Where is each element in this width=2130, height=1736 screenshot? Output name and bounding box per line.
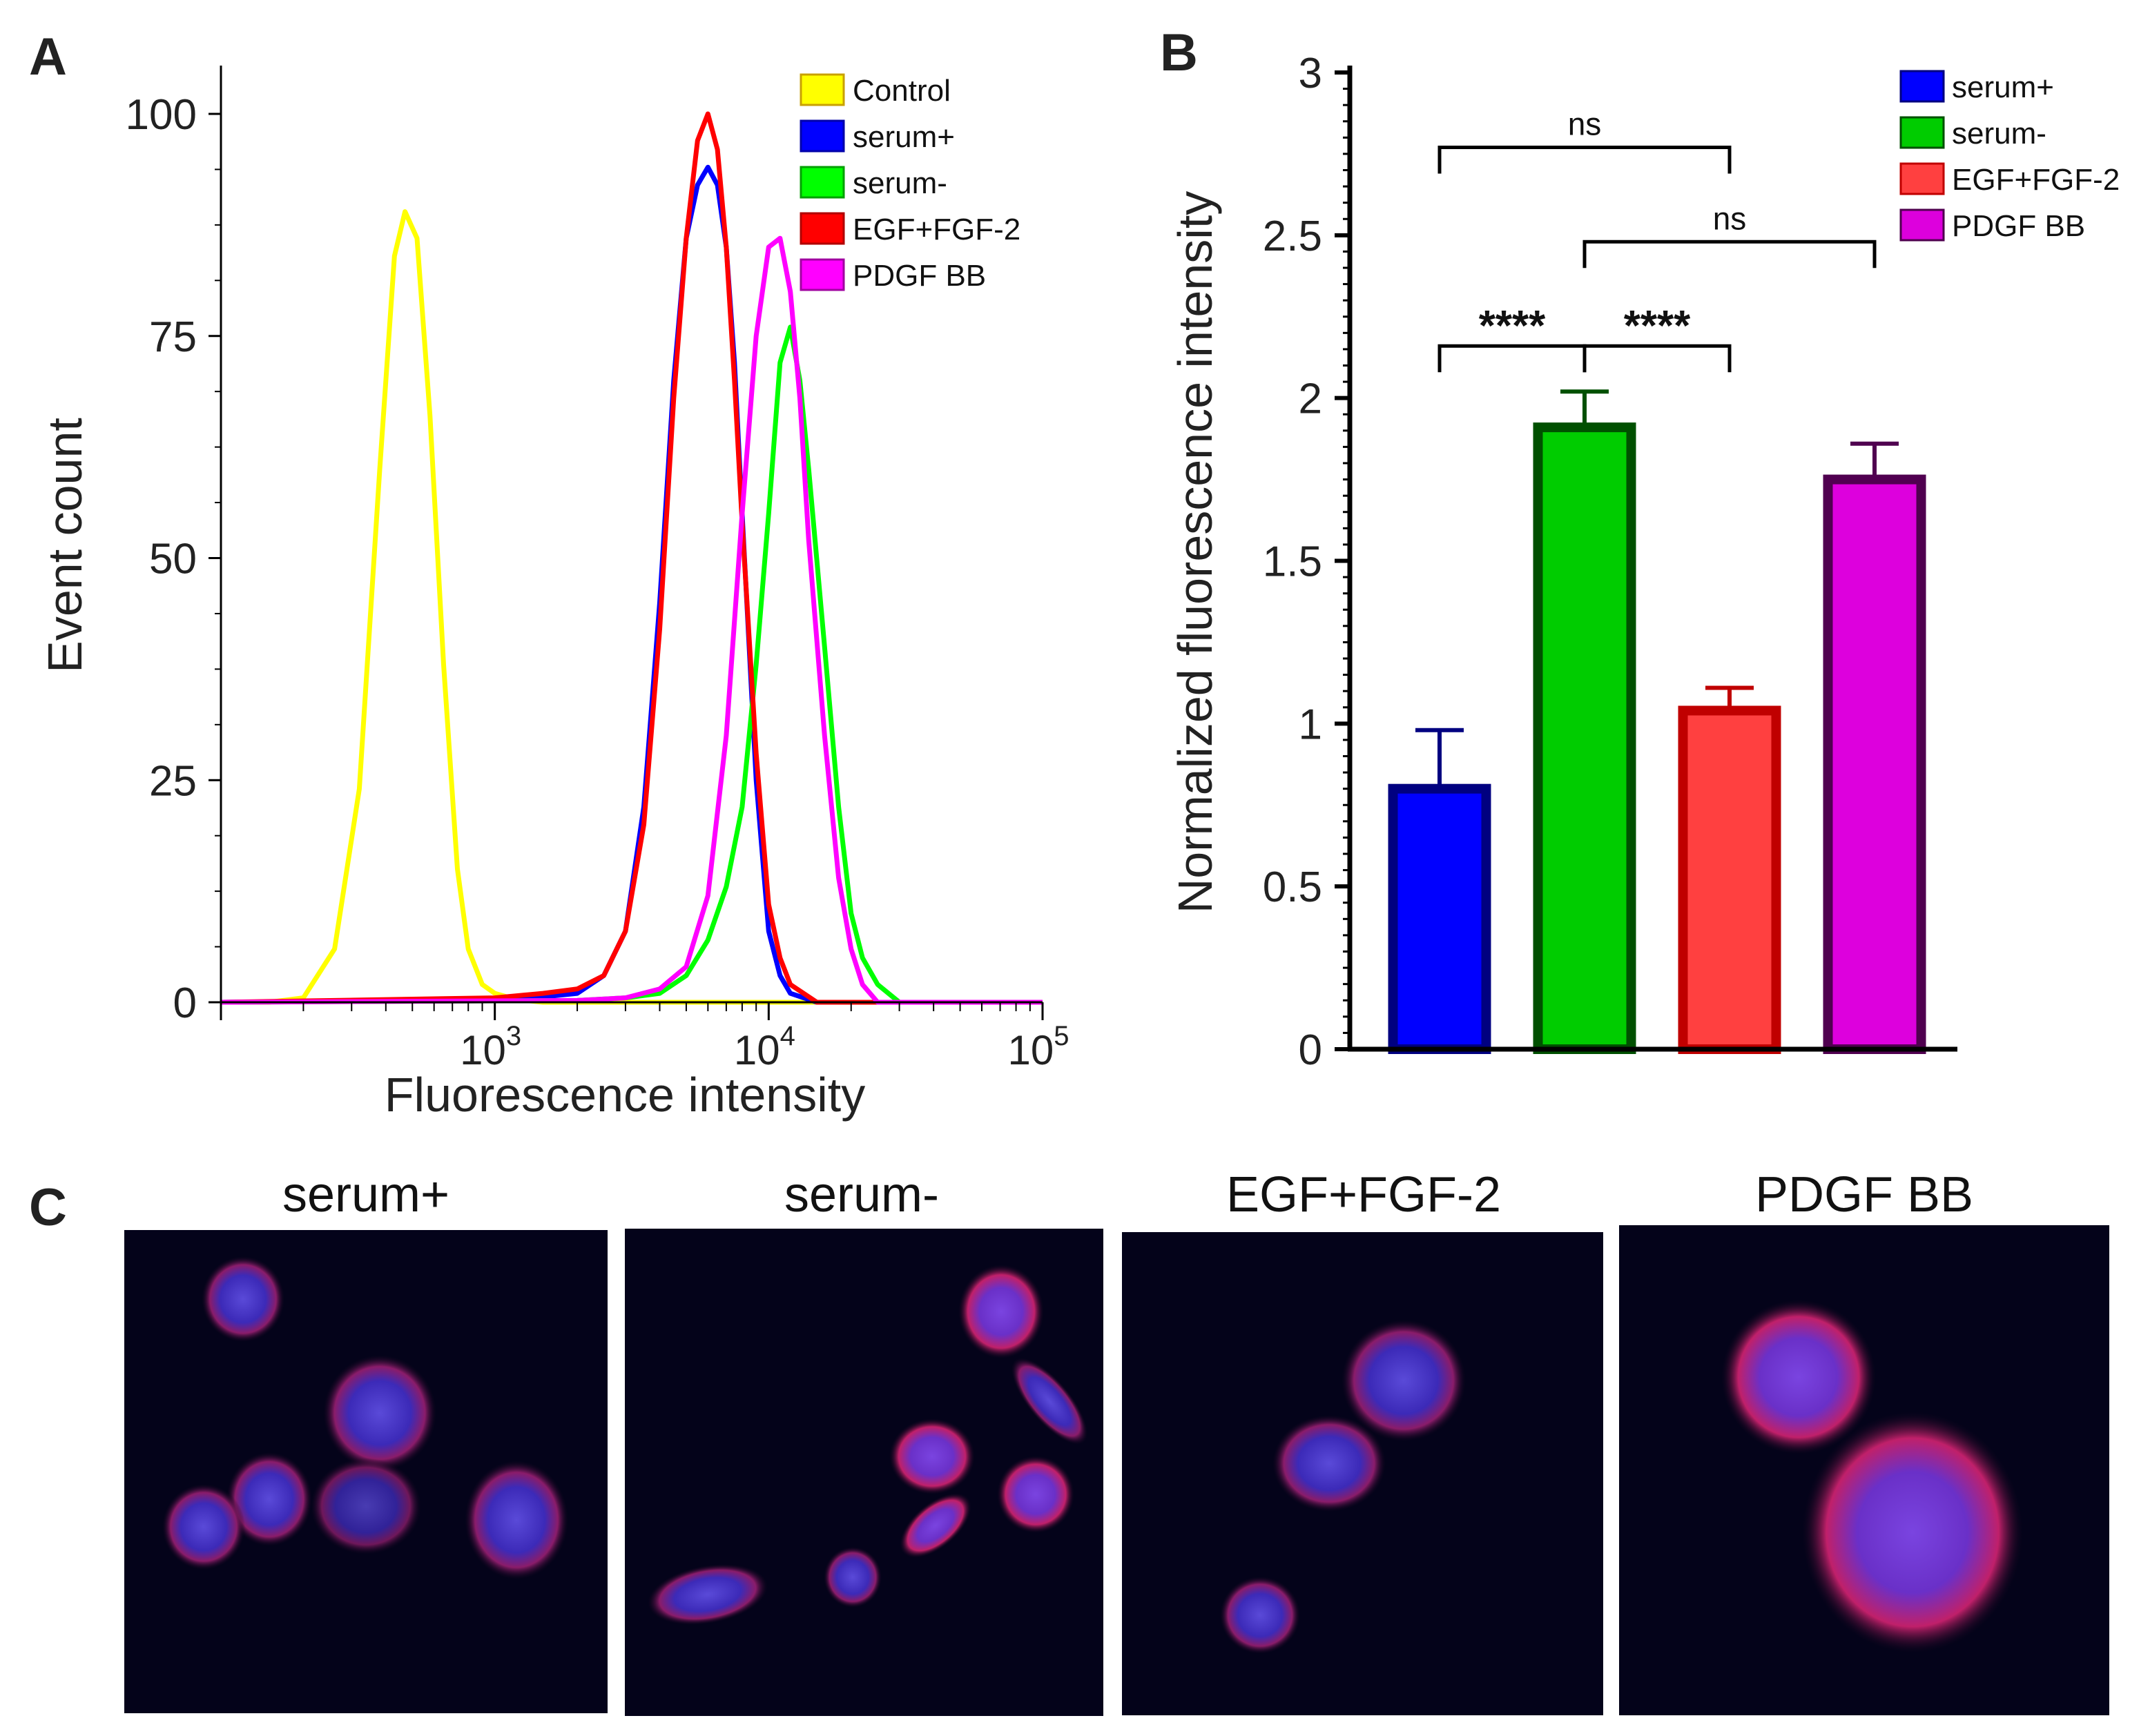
x-tick-label: 104 bbox=[734, 1021, 795, 1073]
legend-swatch-pdgf-bb bbox=[1899, 208, 1945, 242]
micrograph-serum-plus-cells bbox=[162, 1256, 568, 1579]
y-tick-label: 50 bbox=[149, 536, 197, 583]
y-tick-label: 0.5 bbox=[1263, 864, 1322, 911]
panel-c-label: C bbox=[29, 1178, 67, 1237]
micrograph-pdgf-bb-cells bbox=[1721, 1300, 2023, 1653]
legend-label-serum: serum- bbox=[853, 166, 947, 200]
micrograph-egf-fgf2-cells bbox=[1220, 1320, 1466, 1654]
y-tick-label: 1 bbox=[1299, 701, 1322, 748]
legend-label-egf-plusfgf-2: EGF+FGF-2 bbox=[853, 213, 1020, 246]
legend-swatch-egf-plusfgf-2 bbox=[1899, 162, 1945, 195]
y-tick-label: 75 bbox=[149, 313, 197, 361]
legend-label-egf-plusfgf-2: EGF+FGF-2 bbox=[1952, 163, 2120, 197]
y-tick-label: 0 bbox=[1299, 1026, 1322, 1074]
series-line-egf-plusfgf-2 bbox=[220, 111, 1043, 1005]
bar-serum bbox=[1533, 422, 1636, 1054]
x-tick-base: 10 bbox=[1008, 1027, 1054, 1073]
significance-bracket bbox=[1437, 145, 1732, 174]
legend-label-serum-plus: serum+ bbox=[1952, 70, 2054, 104]
y-tick-label: 100 bbox=[126, 91, 197, 139]
micrograph-serum-minus-cells bbox=[648, 1265, 1088, 1626]
micrograph-egf-fgf2 bbox=[1122, 1232, 1603, 1715]
y-tick-label: 2.5 bbox=[1263, 213, 1322, 260]
legend-label-pdgf-bb: PDGF BB bbox=[853, 259, 986, 293]
x-tick-label: 103 bbox=[460, 1021, 521, 1073]
micrograph-serum-plus bbox=[124, 1230, 608, 1713]
micro-title-pdgf-bb: PDGF BB bbox=[1754, 1167, 1974, 1222]
y-tick-label: 3 bbox=[1299, 50, 1322, 97]
bar-legend: serum+ serum- EGF+FGF-2 PDGF BB bbox=[1899, 70, 2120, 243]
micro-title-egf-fgf2: EGF+FGF-2 bbox=[1226, 1167, 1502, 1222]
x-tick-exponent: 5 bbox=[1054, 1021, 1069, 1051]
x-tick-base: 10 bbox=[734, 1027, 780, 1073]
significance-bracket bbox=[1582, 240, 1877, 269]
bar-chart: 0 0.5 1 1.5 2 2.5 3 **** **** ns ns Normalized fl… bbox=[1168, 50, 2120, 1074]
bar-pdgf-bb bbox=[1823, 474, 1926, 1054]
micro-title-serum-plus: serum+ bbox=[282, 1167, 450, 1222]
legend-label-serum: serum- bbox=[1952, 117, 2046, 150]
x-tick-label: 105 bbox=[1008, 1021, 1069, 1073]
x-axis-label: Fluorescence intensity bbox=[385, 1068, 865, 1122]
y-tick-label: 25 bbox=[149, 757, 197, 805]
bar-egf-plusfgf-2 bbox=[1678, 705, 1781, 1054]
legend-swatch-egf-plusfgf-2 bbox=[800, 212, 845, 245]
micrograph-pdgf-bb bbox=[1619, 1225, 2109, 1715]
legend-swatch-control bbox=[800, 73, 845, 106]
x-tick-base: 10 bbox=[460, 1027, 506, 1073]
y-tick-label: 0 bbox=[173, 979, 197, 1027]
micrograph-serum-minus bbox=[625, 1229, 1103, 1716]
significance-bracket bbox=[1582, 344, 1732, 373]
y-tick-label: 1.5 bbox=[1263, 538, 1322, 586]
legend-swatch-serum-plus bbox=[800, 119, 845, 153]
legend-swatch-pdgf-bb bbox=[800, 258, 845, 291]
significance-label: **** bbox=[1479, 302, 1546, 350]
legend-swatch-serum-plus bbox=[1899, 70, 1945, 103]
significance-label: ns bbox=[1713, 200, 1747, 236]
bar-serum-plus bbox=[1388, 783, 1491, 1054]
y-axis-label: Event count bbox=[38, 418, 92, 673]
legend-swatch-serum bbox=[800, 166, 845, 199]
y-tick-label: 2 bbox=[1299, 376, 1322, 423]
legend-label-pdgf-bb: PDGF BB bbox=[1952, 209, 2085, 243]
series-line-serum bbox=[220, 324, 1043, 1005]
significance-label: **** bbox=[1624, 302, 1691, 350]
x-tick-exponent: 4 bbox=[780, 1021, 795, 1051]
y-axis-label: Normalized fluorescence intensity bbox=[1168, 191, 1222, 914]
bar-group bbox=[1388, 389, 1926, 1054]
significance-brackets: **** **** ns ns bbox=[1437, 106, 1877, 373]
legend-label-control: Control bbox=[853, 74, 951, 108]
x-tick-exponent: 3 bbox=[506, 1021, 521, 1051]
histogram-legend: Control serum+ serum- EGF+FGF-2 PDGF BB bbox=[800, 73, 1020, 293]
histogram-series-group bbox=[220, 111, 1043, 1005]
legend-swatch-serum bbox=[1899, 116, 1945, 149]
bar-axes: 0 0.5 1 1.5 2 2.5 3 bbox=[1263, 50, 1957, 1074]
series-line-pdgf-bb bbox=[220, 235, 1043, 1005]
legend-label-serum-plus: serum+ bbox=[853, 120, 955, 154]
micro-title-serum-minus: serum- bbox=[784, 1167, 939, 1222]
significance-label: ns bbox=[1568, 106, 1602, 142]
